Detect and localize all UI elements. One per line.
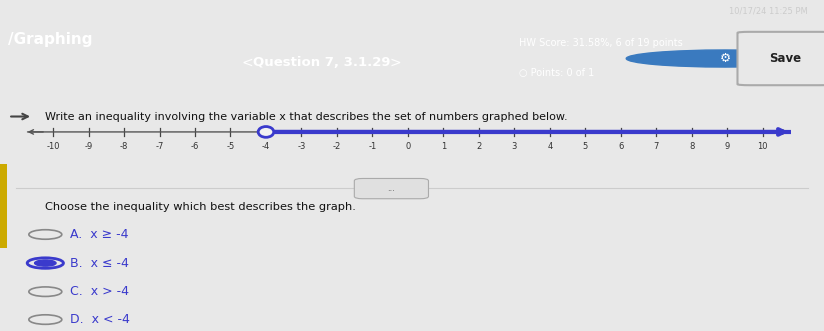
Text: Write an inequality involving the variable x that describes the set of numbers g: Write an inequality involving the variab… bbox=[45, 112, 568, 121]
Text: 9: 9 bbox=[724, 142, 730, 151]
Text: 7: 7 bbox=[653, 142, 659, 151]
Circle shape bbox=[35, 260, 56, 266]
Text: Choose the inequality which best describes the graph.: Choose the inequality which best describ… bbox=[45, 202, 356, 212]
Text: Question 7, 3.1.29: Question 7, 3.1.29 bbox=[253, 56, 390, 69]
Text: -10: -10 bbox=[46, 142, 60, 151]
Text: -1: -1 bbox=[368, 142, 377, 151]
Text: ○ Points: 0 of 1: ○ Points: 0 of 1 bbox=[519, 68, 594, 78]
Text: <: < bbox=[241, 56, 253, 70]
Text: HW Score: 31.58%, 6 of 19 points: HW Score: 31.58%, 6 of 19 points bbox=[519, 38, 683, 48]
Text: /Graphing: /Graphing bbox=[8, 32, 93, 47]
Text: 10: 10 bbox=[757, 142, 768, 151]
Text: 2: 2 bbox=[476, 142, 481, 151]
Text: 1: 1 bbox=[441, 142, 446, 151]
Text: D.  x < -4: D. x < -4 bbox=[70, 313, 130, 326]
Text: 6: 6 bbox=[618, 142, 624, 151]
FancyBboxPatch shape bbox=[0, 164, 7, 248]
FancyBboxPatch shape bbox=[737, 32, 824, 85]
Circle shape bbox=[626, 50, 824, 67]
Text: -4: -4 bbox=[262, 142, 270, 151]
Text: -9: -9 bbox=[84, 142, 93, 151]
Text: 4: 4 bbox=[547, 142, 552, 151]
FancyBboxPatch shape bbox=[354, 178, 428, 199]
Text: ⚙: ⚙ bbox=[719, 52, 731, 65]
Text: >: > bbox=[390, 56, 401, 70]
Text: -3: -3 bbox=[297, 142, 306, 151]
Text: -5: -5 bbox=[227, 142, 235, 151]
Text: Save: Save bbox=[770, 52, 801, 65]
Text: 0: 0 bbox=[405, 142, 410, 151]
Text: 5: 5 bbox=[583, 142, 588, 151]
Text: -7: -7 bbox=[156, 142, 164, 151]
Circle shape bbox=[258, 126, 274, 137]
Text: B.  x ≤ -4: B. x ≤ -4 bbox=[70, 257, 129, 269]
Text: -2: -2 bbox=[333, 142, 341, 151]
Text: 10/17/24 11:25 PM: 10/17/24 11:25 PM bbox=[728, 6, 808, 15]
Text: C.  x > -4: C. x > -4 bbox=[70, 285, 129, 298]
Text: ...: ... bbox=[387, 184, 396, 193]
Text: 8: 8 bbox=[689, 142, 695, 151]
Text: 3: 3 bbox=[512, 142, 517, 151]
Text: -6: -6 bbox=[191, 142, 199, 151]
Text: -8: -8 bbox=[119, 142, 129, 151]
Text: A.  x ≥ -4: A. x ≥ -4 bbox=[70, 228, 129, 241]
